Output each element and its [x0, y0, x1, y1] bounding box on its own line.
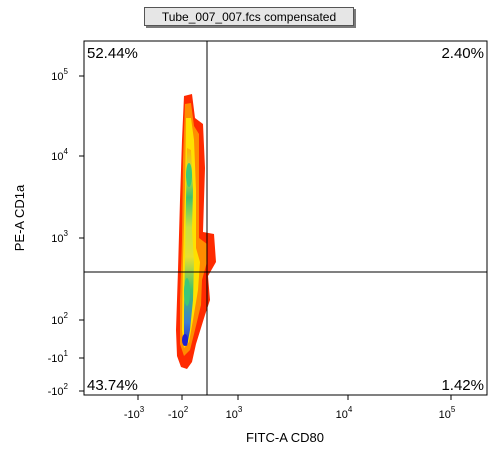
x-tick-label: 104: [336, 405, 353, 421]
x-tick-label: -102: [168, 405, 189, 421]
y-axis-label: PE-A CD1a: [12, 184, 27, 251]
quadrant-lower-left: 43.74%: [87, 377, 138, 394]
x-axis-ticks: -103 -102 103 104 105: [124, 395, 456, 421]
density-peak-lower: [184, 278, 190, 306]
density-population: [176, 94, 216, 369]
quadrant-lower-right: 1.42%: [441, 377, 484, 394]
y-tick-label: -102: [48, 382, 69, 398]
x-tick-label: -103: [124, 405, 145, 421]
x-tick-label: 103: [226, 405, 243, 421]
density-peak-bottom: [182, 334, 188, 346]
y-tick-label: 105: [51, 67, 68, 83]
x-tick-label: 105: [439, 405, 456, 421]
y-axis-ticks: 105 104 103 102 -101 -102: [48, 67, 84, 398]
plot-frame: [83, 40, 488, 396]
x-axis-label: FITC-A CD80: [246, 430, 324, 445]
density-peak-upper: [186, 163, 192, 187]
quadrant-upper-right: 2.40%: [441, 45, 484, 62]
y-tick-label: -101: [48, 349, 69, 365]
quadrant-upper-left: 52.44%: [87, 45, 138, 62]
y-tick-label: 103: [51, 229, 68, 245]
y-tick-label: 102: [51, 311, 68, 327]
chart-title: Tube_007_007.fcs compensated: [144, 7, 354, 26]
y-tick-label: 104: [51, 147, 68, 163]
